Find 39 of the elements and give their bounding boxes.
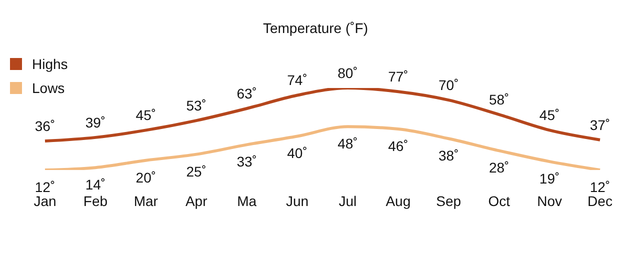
x-tick-label: Jul [338,192,357,209]
data-label: 33˚ [236,154,257,170]
data-label: 58˚ [488,92,510,108]
x-tick-label: Nov [537,192,562,209]
data-label: 39˚ [85,114,106,130]
data-label: 20˚ [136,169,156,186]
data-label: 48˚ [338,136,358,152]
data-label: 70˚ [438,77,459,94]
data-label: 12˚ [590,179,610,195]
data-label: 45˚ [539,107,560,124]
x-tick-label: Aug [386,192,411,209]
data-label: 74˚ [287,72,308,88]
x-tick-label: Mar [134,192,158,209]
data-label: 45˚ [136,107,156,124]
data-label: 19˚ [539,170,560,187]
data-label: 63˚ [236,86,257,102]
x-tick-label: Ma [237,192,257,209]
data-label: 14˚ [85,176,106,193]
data-label: 12˚ [34,179,56,195]
x-tick-label: Dec [588,192,612,209]
data-label: 36˚ [34,118,56,134]
data-label: 80˚ [338,65,358,81]
x-tick-label: Jan [34,192,56,209]
data-label: 46˚ [388,138,408,154]
legend-label: Lows [32,80,65,96]
data-label: 28˚ [488,160,510,176]
x-tick-label: Apr [185,192,208,209]
legend-label: Highs [32,56,68,72]
data-label: 25˚ [186,163,206,180]
data-label: 77˚ [388,68,408,85]
data-label: 40˚ [287,145,308,162]
data-label: 37˚ [590,116,610,133]
x-tick-label: Oct [488,192,510,209]
x-tick-label: Jun [286,192,309,209]
x-tick-label: Feb [83,192,108,209]
chart-title: Temperature (˚F) [262,20,370,36]
x-tick-label: Sep [436,192,462,209]
data-label: 53˚ [186,98,206,114]
data-label: 38˚ [438,148,459,164]
